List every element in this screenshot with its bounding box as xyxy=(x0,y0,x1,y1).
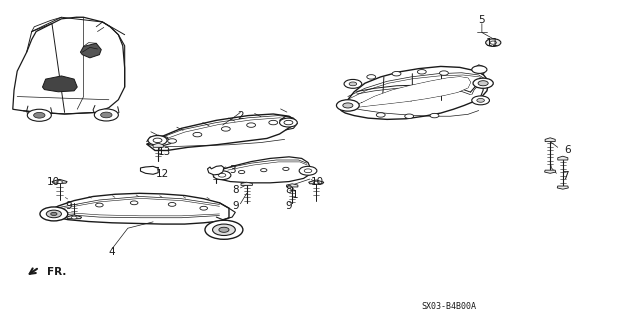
Polygon shape xyxy=(147,114,295,150)
Circle shape xyxy=(200,206,208,210)
Text: 9: 9 xyxy=(286,201,292,211)
Circle shape xyxy=(46,210,62,218)
Circle shape xyxy=(219,227,229,232)
Polygon shape xyxy=(208,166,224,175)
Circle shape xyxy=(239,171,245,174)
Text: 3: 3 xyxy=(229,164,236,174)
Circle shape xyxy=(96,203,103,207)
Polygon shape xyxy=(356,77,471,107)
Circle shape xyxy=(392,71,401,76)
Polygon shape xyxy=(153,143,163,147)
Circle shape xyxy=(168,139,177,143)
Circle shape xyxy=(34,112,45,118)
Polygon shape xyxy=(43,76,77,92)
Polygon shape xyxy=(340,67,488,119)
Polygon shape xyxy=(545,138,555,142)
Circle shape xyxy=(205,220,243,239)
Circle shape xyxy=(213,171,231,180)
Circle shape xyxy=(193,132,202,137)
Polygon shape xyxy=(241,182,252,185)
Text: SX03-B4B00A: SX03-B4B00A xyxy=(422,302,477,311)
Circle shape xyxy=(377,113,385,117)
Circle shape xyxy=(477,99,485,102)
Circle shape xyxy=(71,216,77,219)
Polygon shape xyxy=(13,17,124,114)
Circle shape xyxy=(367,75,376,79)
Circle shape xyxy=(27,109,51,121)
Text: 10: 10 xyxy=(311,177,324,187)
Circle shape xyxy=(168,203,176,206)
Circle shape xyxy=(337,100,359,111)
Polygon shape xyxy=(49,193,229,224)
Polygon shape xyxy=(309,180,324,184)
Text: FR.: FR. xyxy=(48,267,67,277)
Circle shape xyxy=(57,180,62,183)
Polygon shape xyxy=(558,156,568,160)
Circle shape xyxy=(473,78,493,88)
Circle shape xyxy=(439,71,448,75)
Polygon shape xyxy=(52,179,67,183)
Circle shape xyxy=(283,167,289,171)
Circle shape xyxy=(246,123,255,127)
Circle shape xyxy=(153,138,162,142)
Text: 9: 9 xyxy=(232,201,239,211)
Text: 6: 6 xyxy=(564,146,570,156)
Text: 4: 4 xyxy=(109,247,116,257)
Polygon shape xyxy=(558,186,568,189)
Text: 5: 5 xyxy=(479,15,485,25)
Circle shape xyxy=(486,39,501,46)
Circle shape xyxy=(284,120,293,125)
Circle shape xyxy=(40,207,68,221)
Circle shape xyxy=(222,127,231,131)
Circle shape xyxy=(130,201,138,205)
Text: 1: 1 xyxy=(292,190,298,200)
Circle shape xyxy=(417,69,426,74)
Polygon shape xyxy=(81,43,101,58)
Text: 8: 8 xyxy=(232,185,239,195)
Circle shape xyxy=(101,112,112,118)
Circle shape xyxy=(343,103,353,108)
Polygon shape xyxy=(67,215,82,219)
Text: 12: 12 xyxy=(156,169,170,179)
Text: 7: 7 xyxy=(562,171,569,181)
Circle shape xyxy=(260,169,267,172)
Polygon shape xyxy=(217,157,310,183)
Circle shape xyxy=(299,166,317,175)
Circle shape xyxy=(404,114,413,118)
Circle shape xyxy=(490,41,497,44)
Text: 11: 11 xyxy=(485,38,498,48)
Circle shape xyxy=(314,181,319,184)
Text: 2: 2 xyxy=(237,111,244,121)
Text: 10: 10 xyxy=(46,177,60,187)
Circle shape xyxy=(472,96,490,105)
Circle shape xyxy=(51,212,57,215)
Circle shape xyxy=(279,118,297,127)
Circle shape xyxy=(349,82,357,86)
Circle shape xyxy=(478,81,488,86)
Circle shape xyxy=(95,109,118,121)
Circle shape xyxy=(213,224,236,236)
Circle shape xyxy=(269,120,277,125)
Text: 9: 9 xyxy=(65,201,72,211)
Polygon shape xyxy=(286,184,298,187)
Circle shape xyxy=(472,66,487,73)
Circle shape xyxy=(148,136,167,145)
Circle shape xyxy=(430,113,439,118)
Circle shape xyxy=(304,169,312,173)
Circle shape xyxy=(344,79,362,88)
Circle shape xyxy=(218,173,226,177)
Text: 13: 13 xyxy=(158,147,171,157)
Text: 8: 8 xyxy=(286,185,292,195)
Polygon shape xyxy=(140,166,158,174)
Polygon shape xyxy=(545,170,556,173)
